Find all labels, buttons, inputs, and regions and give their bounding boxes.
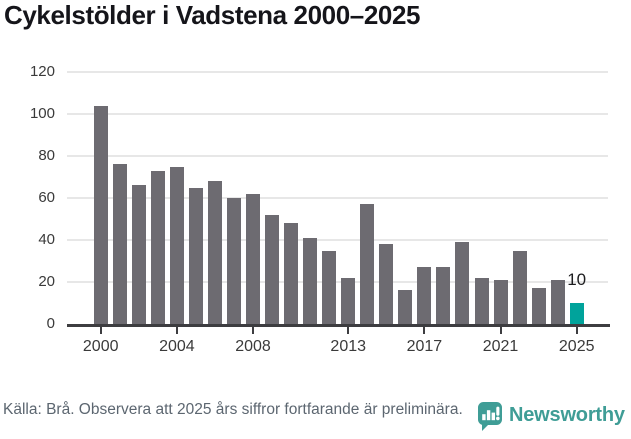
- y-tick-label-120: 120: [29, 63, 55, 80]
- x-tick-label-2000: 2000: [82, 338, 119, 355]
- newsworthy-brand-name: Newsworthy: [509, 404, 625, 426]
- bar-2002: [131, 185, 146, 324]
- bar-2015: [379, 244, 394, 324]
- y-tick-label-80: 80: [38, 147, 55, 164]
- x-tick-2017: [423, 327, 426, 334]
- bar-chart-plot-area: 0 20 40 60 80 100 120 2000 2004 2008 2013 2017 2021 2…: [0, 55, 631, 365]
- bar-2008: [246, 193, 261, 324]
- source-note: Källa: Brå. Observera att 2025 års siffr…: [3, 401, 463, 418]
- bar-2004: [169, 166, 184, 324]
- x-tick-label-2025: 2025: [558, 338, 595, 355]
- x-tick-label-2013: 2013: [330, 338, 367, 355]
- chart-title: Cykelstölder i Vadstena 2000–2025: [4, 0, 421, 30]
- bar-2012: [322, 250, 337, 324]
- x-tick-2000: [99, 327, 102, 334]
- bar-2010: [284, 223, 299, 324]
- y-tick-label-0: 0: [46, 315, 55, 332]
- bar-2024: [550, 279, 565, 324]
- x-tick-label-2017: 2017: [406, 338, 443, 355]
- gridline-60: [67, 197, 608, 199]
- x-tick-label-2004: 2004: [159, 338, 195, 355]
- gridline-120: [67, 71, 608, 73]
- y-tick-label-100: 100: [29, 105, 55, 122]
- bar-2023: [531, 288, 546, 324]
- y-tick-label-20: 20: [38, 273, 55, 290]
- bar-2001: [112, 164, 127, 324]
- newsworthy-logo[interactable]: Newsworthy: [478, 402, 625, 434]
- y-tick-label-40: 40: [38, 231, 55, 248]
- bar-2019: [455, 242, 470, 324]
- gridline-20: [67, 281, 608, 283]
- bar-2020: [474, 277, 489, 324]
- x-tick-2008: [252, 327, 255, 334]
- bar-2021: [493, 279, 508, 324]
- x-axis-line: [67, 324, 610, 327]
- bar-2014: [360, 204, 375, 324]
- bar-2017: [417, 267, 432, 324]
- x-tick-2013: [347, 327, 350, 334]
- newsworthy-logo-icon: [478, 402, 502, 432]
- bar-2000: [93, 105, 108, 324]
- bar-2003: [150, 170, 165, 324]
- bar-2007: [226, 198, 241, 324]
- bar-2006: [207, 181, 222, 324]
- x-tick-2025: [575, 327, 578, 334]
- gridline-100: [67, 113, 608, 115]
- x-tick-label-2021: 2021: [482, 338, 519, 355]
- y-tick-label-60: 60: [38, 189, 55, 206]
- bar-2016: [398, 290, 413, 324]
- x-tick-label-2008: 2008: [235, 338, 271, 355]
- x-tick-2004: [175, 327, 178, 334]
- gridline-80: [67, 155, 608, 157]
- bar-2011: [303, 237, 318, 324]
- bar-2025: [569, 303, 584, 324]
- x-tick-2021: [499, 327, 502, 334]
- bar-2005: [188, 187, 203, 324]
- gridline-40: [67, 239, 608, 241]
- bar-2022: [512, 250, 527, 324]
- bar-2013: [341, 277, 356, 324]
- bar-2018: [436, 267, 451, 324]
- bar-value-label-2025: 10: [567, 270, 587, 289]
- bar-2009: [265, 214, 280, 324]
